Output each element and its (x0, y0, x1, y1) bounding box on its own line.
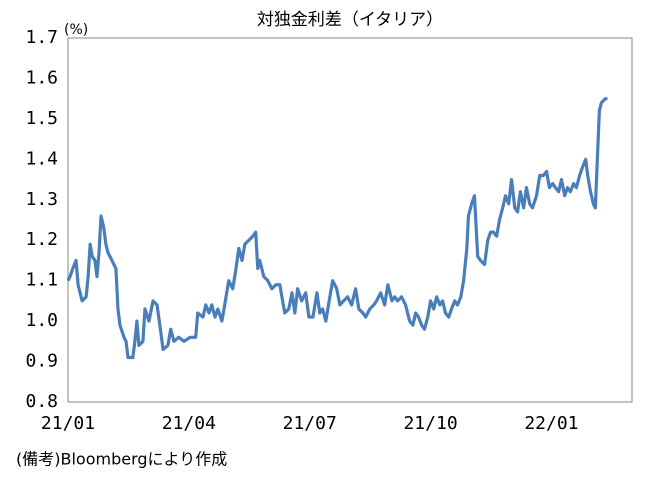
x-tick-label: 21/01 (41, 413, 95, 434)
series-line (66, 97, 608, 360)
y-tick-label: 1.2 (25, 229, 58, 250)
plot-frame (67, 37, 633, 403)
x-tick-label: 21/07 (283, 413, 337, 434)
y-tick-label: 1.6 (25, 67, 58, 88)
y-unit: (%) (64, 22, 88, 38)
x-tick-label: 21/04 (162, 413, 216, 434)
y-tick-label: 0.8 (25, 391, 58, 412)
y-tick-label: 1.0 (25, 310, 58, 331)
y-tick-label: 1.1 (25, 270, 58, 291)
x-tick-label: 22/01 (524, 413, 578, 434)
note: (備考)Bloombergにより作成 (16, 450, 227, 469)
y-tick-label: 1.4 (25, 148, 58, 169)
y-tick-label: 0.9 (25, 351, 58, 372)
y-tick-label: 1.5 (25, 108, 58, 129)
y-tick-label: 1.7 (25, 27, 58, 48)
chart-title: 対独金利差（イタリア） (257, 10, 443, 30)
x-tick-label: 21/10 (403, 413, 457, 434)
y-tick-label: 1.3 (25, 189, 58, 210)
